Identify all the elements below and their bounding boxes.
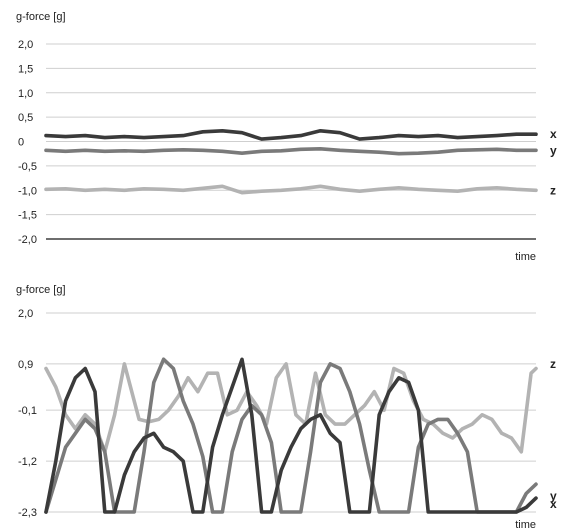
series-label-y: y — [550, 143, 557, 157]
series-line-x — [44, 129, 538, 141]
y-tick-label: 0,9 — [18, 359, 33, 371]
y-tick-label: -0,5 — [18, 161, 37, 173]
series-line-y — [44, 357, 538, 514]
y-tick-label: -2,3 — [18, 507, 37, 519]
series-label-x: x — [550, 127, 557, 141]
series-label-y: y — [550, 489, 557, 503]
x-axis-label: time — [515, 519, 536, 531]
y-tick-label: 1,5 — [18, 63, 33, 75]
y-tick-label: 2,0 — [18, 39, 33, 51]
series-label-z: z — [550, 357, 556, 371]
chart-panel-1: g-force [g] 2,0 1,5 1,0 0,5 0 -0,5 -1,0 -1,5 -2,0… — [16, 11, 557, 263]
y-axis-label: g-force [g] — [16, 284, 66, 296]
series-line-z — [44, 184, 538, 195]
y-tick-label: 2,0 — [18, 308, 33, 320]
y-tick-label: 0,5 — [18, 112, 33, 124]
series-label-z: z — [550, 183, 556, 197]
y-tick-label: -1,5 — [18, 210, 37, 222]
series-line-y — [44, 147, 538, 156]
y-tick-label: 0 — [18, 137, 24, 149]
chart-panel-2: g-force [g] 2,0 0,9 -0,1 -1,2 -2,3 time z yx — [16, 284, 557, 531]
y-tick-label: -1,0 — [18, 185, 37, 197]
y-tick-label: -2,0 — [18, 234, 37, 246]
x-axis-label: time — [515, 251, 536, 263]
series-line-x — [44, 357, 538, 514]
y-tick-label: -1,2 — [18, 456, 37, 468]
series-label-x: x — [550, 497, 557, 511]
y-axis-label: g-force [g] — [16, 11, 66, 23]
series-line-z — [44, 362, 538, 454]
y-tick-label: -0,1 — [18, 405, 37, 417]
y-tick-label: 1,0 — [18, 88, 33, 100]
